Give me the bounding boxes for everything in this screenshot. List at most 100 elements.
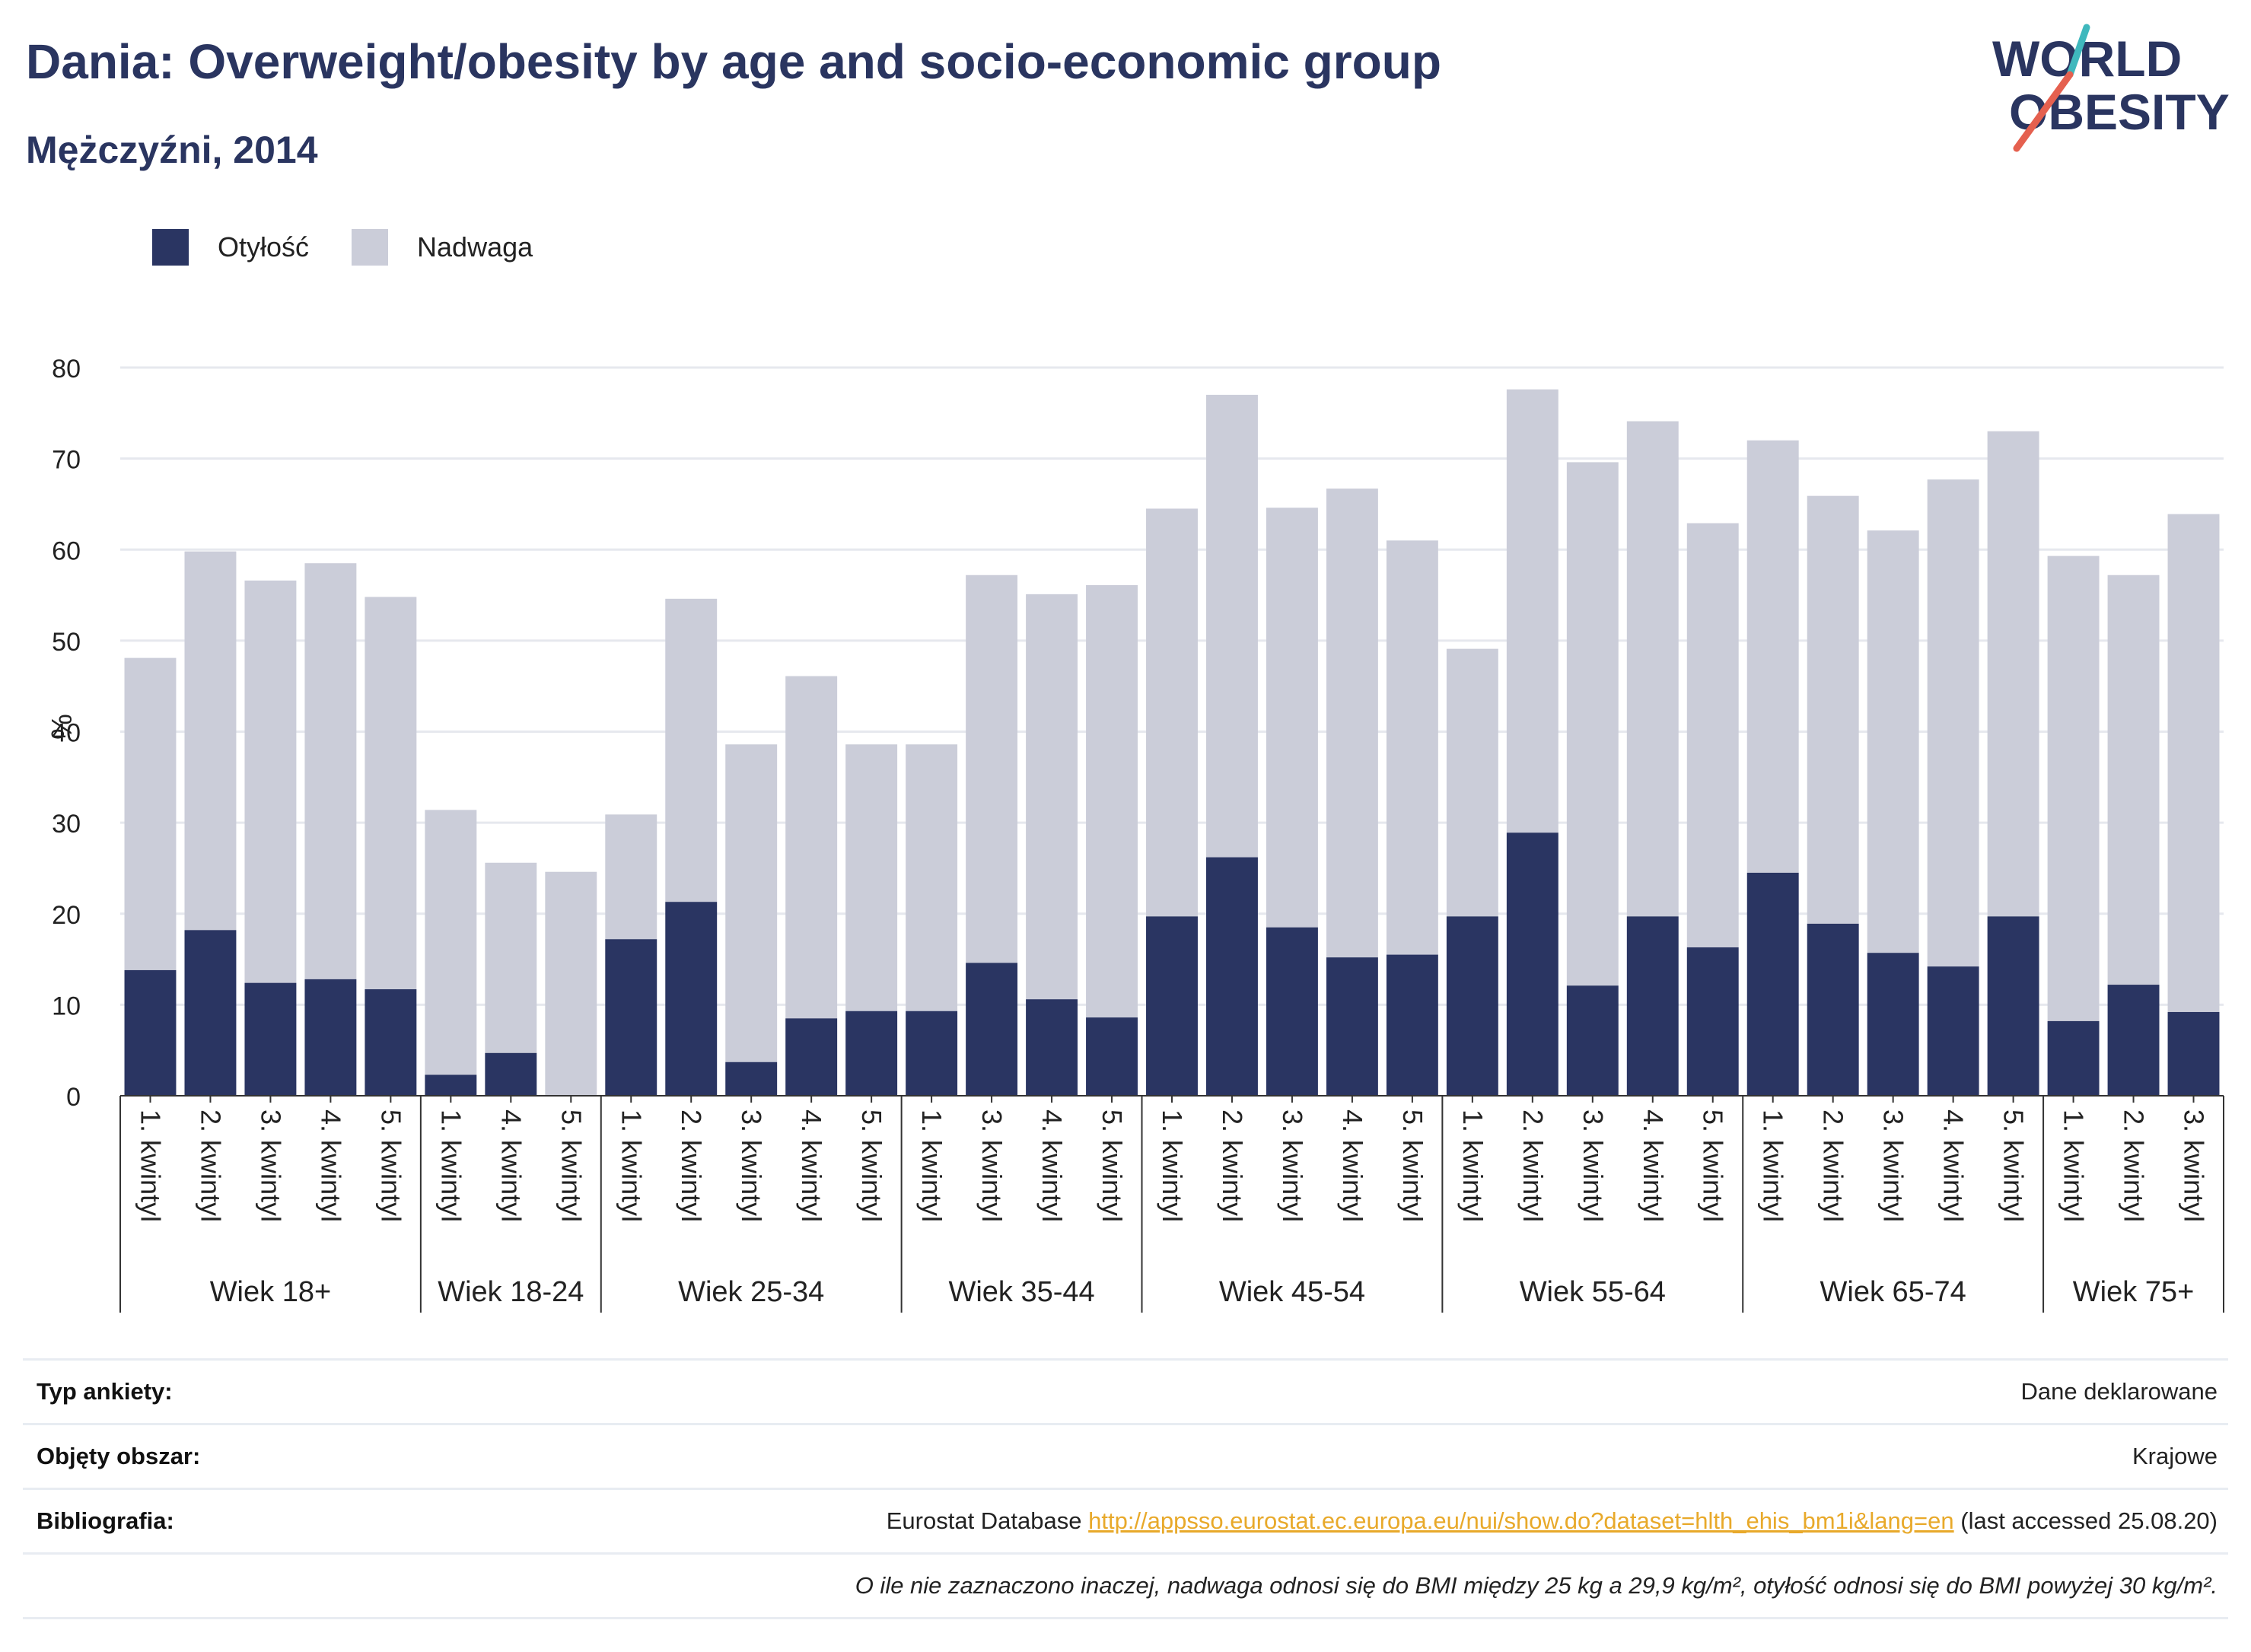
x-tick-label: 2. kwintyl <box>676 1109 707 1222</box>
bar-obesity <box>1987 916 2039 1096</box>
bibliography-link[interactable]: http://appsso.eurostat.ec.europa.eu/nui/… <box>1088 1507 1954 1534</box>
bar-obesity <box>1446 916 1498 1096</box>
x-tick-label: 3. kwintyl <box>736 1109 767 1222</box>
legend-swatch-overweight <box>352 229 389 266</box>
x-tick-label: 3. kwintyl <box>2179 1109 2210 1222</box>
bar-obesity <box>725 1062 778 1096</box>
bar-overweight <box>1206 394 1258 858</box>
area-value: Krajowe <box>2132 1443 2218 1469</box>
legend-label-obesity: Otyłość <box>218 231 310 263</box>
x-tick-label: 1. kwintyl <box>435 1109 466 1222</box>
x-tick-label: 3. kwintyl <box>1277 1109 1308 1222</box>
footer-row-area: Objęty obszar: Krajowe <box>23 1423 2228 1488</box>
bar-obesity <box>1626 916 1679 1096</box>
bar-overweight <box>2047 555 2100 1021</box>
age-group-label: Wiek 65-74 <box>1820 1276 1966 1308</box>
bar-obesity <box>1386 954 1438 1096</box>
bar-overweight <box>1987 431 2039 917</box>
bar-obesity <box>365 989 417 1096</box>
bibliography-label: Bibliografia: <box>37 1507 174 1534</box>
bar-overweight <box>244 580 297 983</box>
bar-overweight <box>485 862 537 1053</box>
x-tick-label: 3. kwintyl <box>1878 1109 1909 1222</box>
footer-row-survey-type: Typ ankiety: Dane deklarowane <box>23 1358 2228 1423</box>
bar-overweight <box>1506 389 1559 833</box>
bar-obesity <box>425 1074 477 1096</box>
x-tick-label: 4. kwintyl <box>796 1109 827 1222</box>
bar-obesity <box>906 1011 958 1096</box>
bar-overweight <box>1626 421 1679 917</box>
bar-overweight <box>1326 489 1378 958</box>
legend-swatch-obesity <box>152 229 189 266</box>
x-tick-label: 3. kwintyl <box>255 1109 286 1222</box>
x-tick-label: 5. kwintyl <box>1397 1109 1428 1222</box>
chart-legend: Otyłość Nadwaga <box>152 228 575 266</box>
x-tick-label: 4. kwintyl <box>1036 1109 1068 1222</box>
bar-overweight <box>725 744 778 1062</box>
bar-obesity <box>1026 999 1078 1096</box>
bar-overweight <box>1146 508 1198 917</box>
bar-overweight <box>605 814 657 940</box>
x-tick-label: 1. kwintyl <box>1758 1109 1789 1222</box>
y-tick-label: 40 <box>52 719 81 748</box>
logo-slash-teal <box>2066 24 2090 78</box>
bar-obesity <box>124 969 177 1096</box>
legend-item-obesity[interactable]: Otyłość <box>152 229 309 266</box>
bar-overweight <box>365 597 417 990</box>
bar-overweight <box>1386 540 1438 955</box>
bar-overweight <box>1026 594 1078 1000</box>
x-tick-label: 3. kwintyl <box>976 1109 1008 1222</box>
bar-obesity <box>1146 916 1198 1096</box>
age-group-label: Wiek 75+ <box>2073 1276 2194 1308</box>
bar-obesity <box>2107 985 2160 1096</box>
bar-overweight <box>545 871 597 1096</box>
bar-overweight <box>184 551 237 931</box>
bar-overweight <box>845 744 898 1011</box>
bar-overweight <box>1266 508 1318 928</box>
bar-obesity <box>1206 857 1258 1096</box>
x-tick-label: 5. kwintyl <box>1698 1109 1729 1222</box>
footer-row-note: O ile nie zaznaczono inaczej, nadwaga od… <box>23 1552 2228 1619</box>
bar-overweight <box>2107 575 2160 985</box>
bar-obesity <box>304 979 357 1096</box>
x-tick-label: 2. kwintyl <box>2119 1109 2150 1222</box>
bar-obesity <box>2047 1020 2100 1096</box>
age-group-label: Wiek 35-44 <box>948 1276 1094 1308</box>
x-tick-label: 1. kwintyl <box>616 1109 647 1222</box>
bar-overweight <box>785 676 838 1019</box>
bar-obesity <box>1927 966 1979 1096</box>
logo-slash-red <box>2013 71 2074 152</box>
bar-overweight <box>1927 479 1979 967</box>
x-tick-label: 3. kwintyl <box>1578 1109 1609 1222</box>
footer-row-bibliography: Bibliografia: Eurostat Database http://a… <box>23 1488 2228 1552</box>
y-tick-label: 20 <box>52 901 81 930</box>
bar-overweight <box>1867 530 1919 953</box>
x-tick-label: 2. kwintyl <box>1818 1109 1849 1222</box>
x-tick-label: 1. kwintyl <box>135 1109 166 1222</box>
chart-title: Dania: Overweight/obesity by age and soc… <box>26 34 1441 89</box>
y-tick-label: 60 <box>52 536 81 565</box>
bar-overweight <box>425 810 477 1075</box>
bar-obesity <box>1326 957 1378 1096</box>
bar-obesity <box>1746 872 1799 1096</box>
bar-obesity <box>605 939 657 1096</box>
bibliography-prefix: Eurostat Database <box>886 1507 1082 1534</box>
y-axis-title: % <box>45 714 77 740</box>
age-group-label: Wiek 25-34 <box>678 1276 824 1308</box>
bibliography-suffix: (last accessed 25.08.20) <box>1960 1507 2218 1534</box>
bar-obesity <box>1566 985 1619 1096</box>
survey-type-value: Dane deklarowane <box>2020 1378 2218 1405</box>
x-tick-label: 4. kwintyl <box>1638 1109 1669 1222</box>
x-tick-label: 2. kwintyl <box>1217 1109 1248 1222</box>
legend-item-overweight[interactable]: Nadwaga <box>352 229 533 266</box>
x-tick-label: 4. kwintyl <box>1938 1109 1969 1222</box>
bar-overweight <box>906 744 958 1011</box>
bar-obesity <box>1506 832 1559 1096</box>
bar-obesity <box>845 1011 898 1096</box>
age-group-label: Wiek 18-24 <box>438 1276 584 1308</box>
bar-overweight <box>1086 584 1138 1018</box>
bibliography-value: Eurostat Database http://appsso.eurostat… <box>887 1507 2228 1535</box>
bmi-definition-note: O ile nie zaznaczono inaczej, nadwaga od… <box>855 1572 2218 1599</box>
bar-obesity <box>1867 953 1919 1096</box>
bar-obesity <box>485 1052 537 1096</box>
